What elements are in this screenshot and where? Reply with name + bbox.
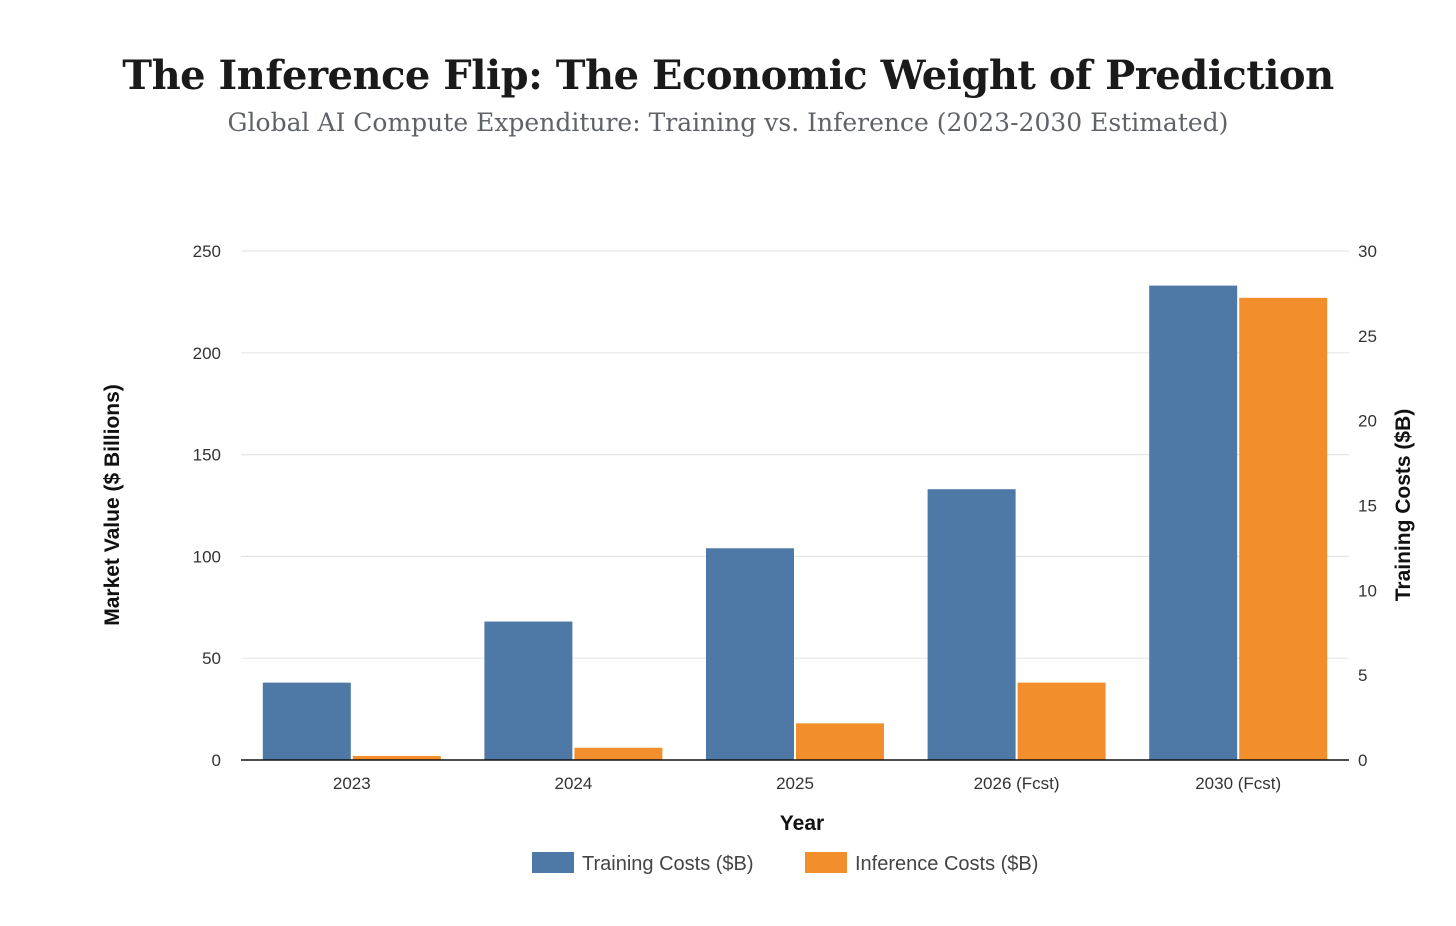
x-tick-label: 2030 (Fcst) (1195, 774, 1281, 793)
chart-title: The Inference Flip: The Economic Weight … (122, 52, 1334, 99)
chart-subtitle: Global AI Compute Expenditure: Training … (227, 108, 1229, 137)
y2-tick-label: 20 (1358, 412, 1377, 431)
x-tick-label: 2024 (554, 774, 592, 793)
legend-label-inference[interactable]: Inference Costs ($B) (855, 853, 1038, 875)
x-tick-label: 2026 (Fcst) (974, 774, 1060, 793)
bar-inference[interactable] (1239, 297, 1328, 760)
y-tick-label: 50 (202, 649, 221, 668)
bar-inference[interactable] (574, 747, 663, 760)
y-axis-title: Market Value ($ Billions) (101, 384, 124, 626)
bar-training[interactable] (927, 489, 1016, 760)
bars (262, 285, 1328, 760)
bar-training[interactable] (262, 682, 351, 760)
y2-tick-label: 25 (1358, 327, 1377, 346)
y2-tick-label: 0 (1358, 751, 1367, 770)
bar-training[interactable] (484, 621, 573, 760)
bar-inference[interactable] (1017, 682, 1106, 760)
bar-inference[interactable] (352, 755, 441, 760)
x-axis-title: Year (780, 812, 824, 835)
y-tick-label: 0 (212, 751, 221, 770)
bar-inference[interactable] (796, 723, 884, 760)
legend-swatch-training[interactable] (532, 852, 574, 873)
y-tick-label: 250 (193, 242, 221, 261)
legend-label-training[interactable]: Training Costs ($B) (582, 853, 754, 875)
bar-training[interactable] (1149, 285, 1238, 760)
y-tick-label: 200 (193, 344, 221, 363)
y2-axis-title: Training Costs ($B) (1392, 409, 1415, 602)
x-tick-label: 2023 (333, 774, 371, 793)
y2-tick-label: 5 (1358, 666, 1367, 685)
y2-tick-label: 10 (1358, 581, 1377, 600)
y-tick-label: 100 (193, 547, 221, 566)
legend-swatch-inference[interactable] (805, 852, 847, 873)
y-tick-label: 150 (193, 446, 221, 465)
y2-tick-label: 30 (1358, 242, 1377, 261)
y2-tick-label: 15 (1358, 497, 1377, 516)
bar-training[interactable] (706, 548, 794, 760)
legend: Training Costs ($B) Inference Costs ($B) (532, 852, 1038, 875)
x-tick-label: 2025 (776, 774, 814, 793)
